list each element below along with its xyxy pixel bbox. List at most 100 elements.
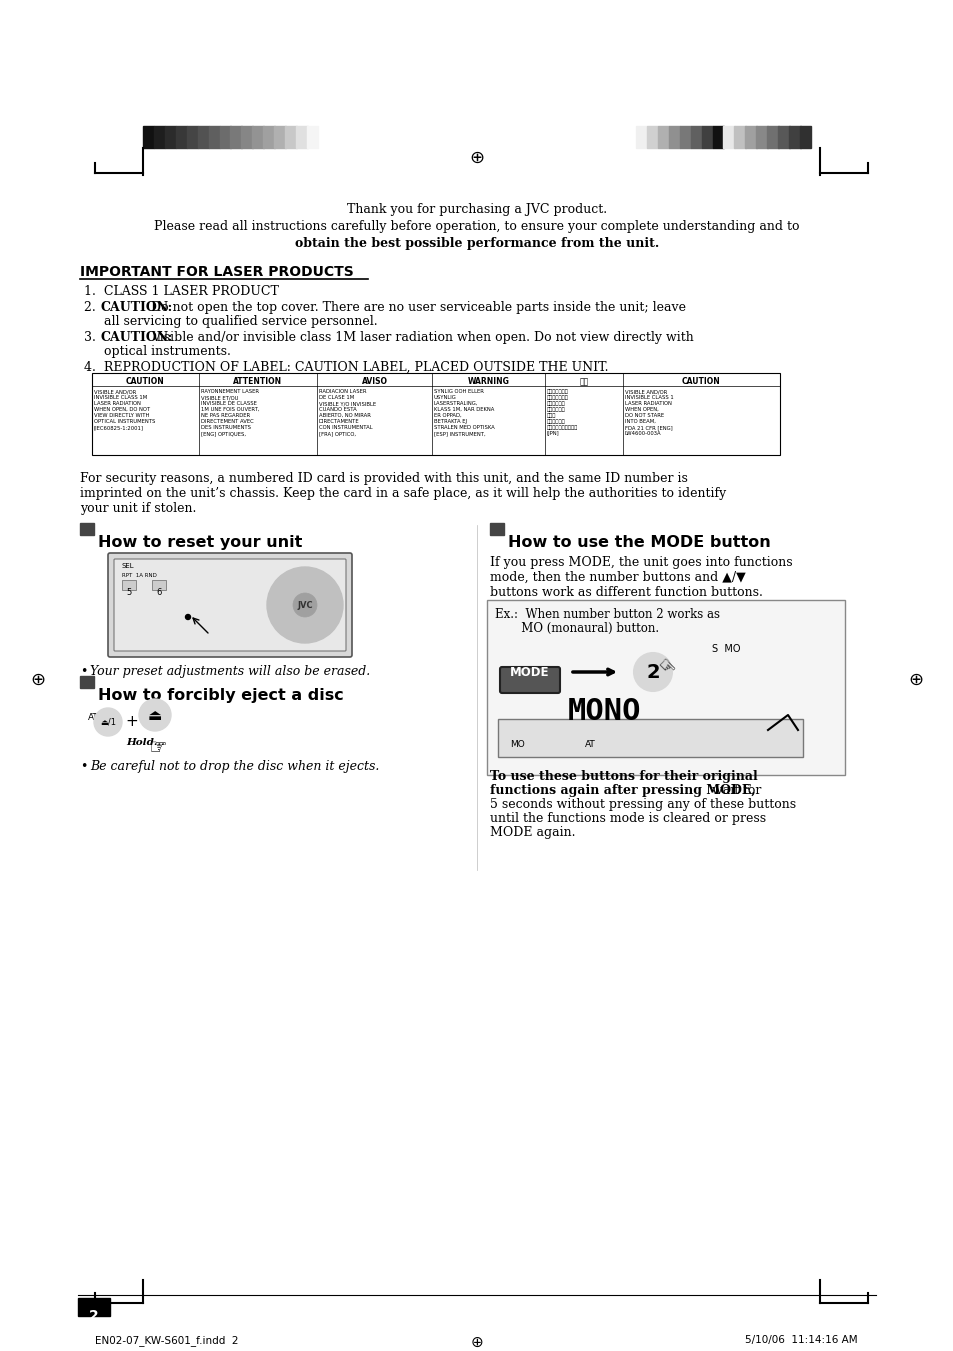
Text: Visible and/or invisible class 1M laser radiation when open. Do not view directl: Visible and/or invisible class 1M laser … xyxy=(151,331,693,345)
Bar xyxy=(285,126,296,149)
Bar xyxy=(722,126,734,149)
Text: 注意: 注意 xyxy=(578,377,588,386)
Circle shape xyxy=(293,593,316,617)
Text: 5/10/06  11:14:16 AM: 5/10/06 11:14:16 AM xyxy=(744,1335,857,1346)
FancyBboxPatch shape xyxy=(499,667,559,693)
Text: AVISO: AVISO xyxy=(361,377,387,386)
Bar xyxy=(143,126,154,149)
Bar xyxy=(153,126,165,149)
Text: Hold...: Hold... xyxy=(126,738,165,747)
Text: ⏏/1: ⏏/1 xyxy=(100,717,116,727)
Bar xyxy=(274,126,285,149)
Bar xyxy=(658,126,669,149)
Bar xyxy=(152,580,166,590)
Text: If you press MODE, the unit goes into functions: If you press MODE, the unit goes into fu… xyxy=(490,557,792,569)
Circle shape xyxy=(139,698,171,731)
Text: MO (monaural) button.: MO (monaural) button. xyxy=(495,621,659,635)
Bar xyxy=(668,126,679,149)
Text: wait for: wait for xyxy=(707,784,760,797)
Text: VISIBLE AND/OR
INVISIBLE CLASS 1
LASER RADIATION
WHEN OPEN,
DO NOT STARE
INTO BE: VISIBLE AND/OR INVISIBLE CLASS 1 LASER R… xyxy=(624,389,673,436)
Text: MODE again.: MODE again. xyxy=(490,825,575,839)
Text: Be careful not to drop the disc when it ejects.: Be careful not to drop the disc when it … xyxy=(90,761,379,773)
Bar xyxy=(165,126,176,149)
Bar xyxy=(700,126,712,149)
Text: How to use the MODE button: How to use the MODE button xyxy=(507,535,770,550)
Text: CAUTION:: CAUTION: xyxy=(101,331,173,345)
Text: Your preset adjustments will also be erased.: Your preset adjustments will also be era… xyxy=(90,665,370,678)
Bar xyxy=(209,126,220,149)
Text: RAYONNEMENT LASER
VISIBLE ET/OU
INVISIBLE DE CLASSE
1M UNE FOIS OUVERT,
NE PAS R: RAYONNEMENT LASER VISIBLE ET/OU INVISIBL… xyxy=(201,389,259,436)
Text: Thank you for purchasing a JVC product.: Thank you for purchasing a JVC product. xyxy=(347,203,606,216)
Bar xyxy=(646,126,658,149)
Text: ⊕: ⊕ xyxy=(30,671,46,689)
Text: For security reasons, a numbered ID card is provided with this unit, and the sam: For security reasons, a numbered ID card… xyxy=(80,471,687,485)
Bar xyxy=(187,126,198,149)
Text: ATT: ATT xyxy=(88,713,104,721)
Text: これはくと引用
クラスに標準異
クラス・一番
レーザー辝射
はす。
光学機器で直
視しないでください。
[JPN]: これはくと引用 クラスに標準異 クラス・一番 レーザー辝射 はす。 光学機器で直… xyxy=(546,389,578,436)
Text: AT: AT xyxy=(584,740,595,748)
Text: ⏏: ⏏ xyxy=(148,708,162,723)
Bar xyxy=(263,126,274,149)
Text: MONO: MONO xyxy=(568,697,641,727)
Text: 4.  REPRODUCTION OF LABEL: CAUTION LABEL, PLACED OUTSIDE THE UNIT.: 4. REPRODUCTION OF LABEL: CAUTION LABEL,… xyxy=(84,361,608,374)
Text: WARNING: WARNING xyxy=(467,377,509,386)
Text: ☞: ☞ xyxy=(652,655,678,681)
Text: CAUTION: CAUTION xyxy=(126,377,165,386)
FancyBboxPatch shape xyxy=(113,559,346,651)
Circle shape xyxy=(94,708,122,736)
Text: ATTENTION: ATTENTION xyxy=(233,377,282,386)
Text: VISIBLE AND/OR
INVISIBLE CLASS 1M
LASER RADIATION
WHEN OPEN, DO NOT
VIEW DIRECTL: VISIBLE AND/OR INVISIBLE CLASS 1M LASER … xyxy=(94,389,155,430)
Text: SYNLIG OOH ELLER
USYNLIG
LASERSTRALING,
KLASS 1M, NAR DEKNA
ER OPPAD,
BETRAKTA E: SYNLIG OOH ELLER USYNLIG LASERSTRALING, … xyxy=(434,389,495,436)
Text: •: • xyxy=(80,665,88,678)
Text: +: + xyxy=(126,715,138,730)
Text: IMPORTANT FOR LASER PRODUCTS: IMPORTANT FOR LASER PRODUCTS xyxy=(80,265,354,280)
Text: ⊕: ⊕ xyxy=(469,149,484,168)
Circle shape xyxy=(267,567,343,643)
Bar xyxy=(490,523,503,535)
Text: 2.: 2. xyxy=(84,301,104,313)
Text: all servicing to qualified service personnel.: all servicing to qualified service perso… xyxy=(104,315,377,328)
Text: •: • xyxy=(80,761,88,773)
Text: MO: MO xyxy=(510,740,524,748)
Text: RPT  1A RND: RPT 1A RND xyxy=(122,573,156,578)
Bar xyxy=(91,373,780,455)
FancyBboxPatch shape xyxy=(108,553,352,657)
Bar xyxy=(778,126,789,149)
Bar xyxy=(486,600,844,775)
Text: How to reset your unit: How to reset your unit xyxy=(98,535,302,550)
Bar xyxy=(231,126,242,149)
Text: MODE: MODE xyxy=(510,666,549,678)
Circle shape xyxy=(185,615,191,620)
Text: functions again after pressing MODE,: functions again after pressing MODE, xyxy=(490,784,755,797)
Text: CAUTION:: CAUTION: xyxy=(101,301,173,313)
Bar xyxy=(78,1298,110,1316)
Text: 5 seconds without pressing any of these buttons: 5 seconds without pressing any of these … xyxy=(490,798,796,811)
Bar xyxy=(80,676,94,688)
Text: buttons work as different function buttons.: buttons work as different function butto… xyxy=(490,586,762,598)
Bar xyxy=(219,126,231,149)
Bar xyxy=(253,126,264,149)
Bar xyxy=(679,126,691,149)
Text: imprinted on the unit’s chassis. Keep the card in a safe place, as it will help : imprinted on the unit’s chassis. Keep th… xyxy=(80,486,725,500)
Bar xyxy=(80,523,94,535)
Bar xyxy=(307,126,318,149)
Text: ☞: ☞ xyxy=(149,738,167,758)
Text: RADIACION LASER
DE CLASE 1M
VISIBLE Y/O INVISIBLE
CUANDO ESTA
ABIERTO, NO MIRAR
: RADIACION LASER DE CLASE 1M VISIBLE Y/O … xyxy=(318,389,375,436)
Bar xyxy=(690,126,701,149)
Text: SEL: SEL xyxy=(122,563,134,569)
Text: 1.  CLASS 1 LASER PRODUCT: 1. CLASS 1 LASER PRODUCT xyxy=(84,285,278,299)
Text: 3.: 3. xyxy=(84,331,104,345)
Text: Please read all instructions carefully before operation, to ensure your complete: Please read all instructions carefully b… xyxy=(154,220,799,232)
Text: 2: 2 xyxy=(89,1309,99,1323)
Bar xyxy=(197,126,209,149)
Text: 5: 5 xyxy=(126,588,132,597)
Text: To use these buttons for their original: To use these buttons for their original xyxy=(490,770,757,784)
Bar xyxy=(744,126,756,149)
Bar xyxy=(712,126,723,149)
Bar xyxy=(122,580,136,590)
Text: mode, then the number buttons and ▲/▼: mode, then the number buttons and ▲/▼ xyxy=(490,571,745,584)
Text: EN02-07_KW-S601_f.indd  2: EN02-07_KW-S601_f.indd 2 xyxy=(95,1335,238,1346)
Text: Ex.:  When number button 2 works as: Ex.: When number button 2 works as xyxy=(495,608,720,621)
Bar xyxy=(241,126,253,149)
Text: S  MO: S MO xyxy=(711,644,740,654)
